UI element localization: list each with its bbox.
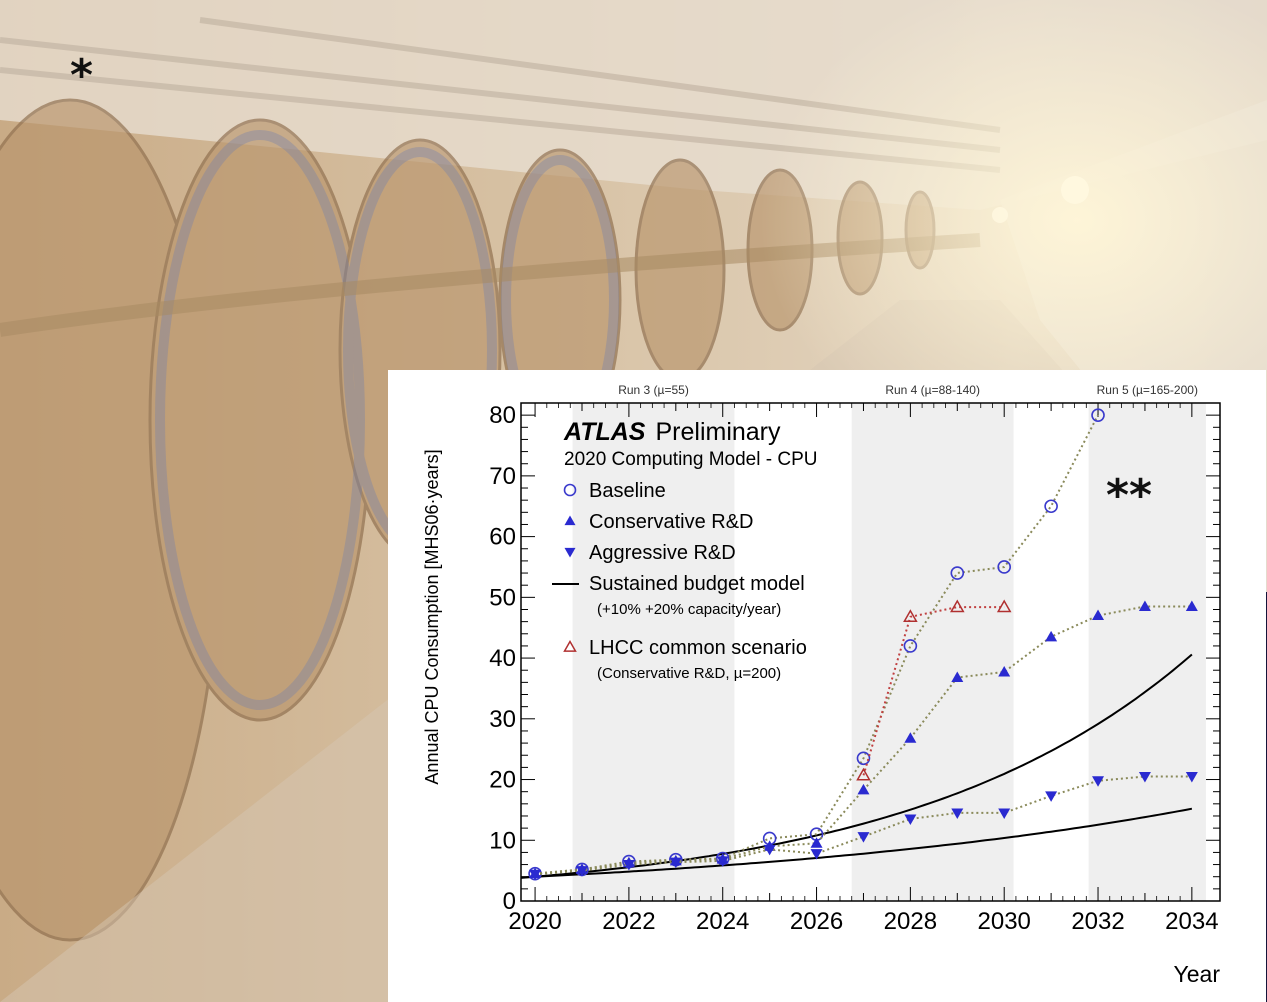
y-tick-label: 70 [489, 463, 516, 490]
data-point [857, 783, 870, 795]
legend-swatch-lhcc-common-scenario [563, 639, 577, 652]
data-point [810, 849, 823, 860]
footnote-marker-left: * [70, 50, 94, 101]
x-tick-label: 2032 [1071, 908, 1124, 935]
data-point [1185, 600, 1198, 611]
chart-title: ATLAS Preliminary [563, 418, 781, 446]
data-point [997, 560, 1012, 574]
legend-label-conservative-r-d: Conservative R&D [589, 511, 754, 533]
data-point [998, 666, 1011, 677]
data-point [856, 751, 871, 766]
y-tick-label: 0 [503, 888, 516, 915]
legend: Baseline Conservative R&D Aggressive R&D Su… [552, 480, 807, 682]
data-point [904, 732, 917, 743]
plot-frame [520, 402, 1221, 902]
x-tick-label: 2034 [1165, 908, 1218, 935]
data-point [998, 808, 1011, 819]
data-point [950, 566, 965, 580]
x-tick-label: 2026 [790, 908, 843, 935]
footnote-marker-right: ** [1106, 470, 1153, 521]
axis-ticks [521, 402, 1220, 902]
series-lhcc-common-scenario [856, 599, 1012, 781]
tick-labels: 2020 2022 2024 2026 2028 2030 2032 203401020304… [489, 402, 1218, 935]
data-point [951, 671, 964, 683]
data-point [763, 844, 776, 856]
y-tick-label: 50 [489, 584, 516, 611]
data-point [903, 609, 918, 623]
data-point [857, 832, 870, 843]
data-point [1092, 776, 1105, 787]
x-tick-label: 2024 [696, 908, 749, 935]
cpu-consumption-chart: Run 3 (µ=55) Run 4 (µ=88-140) Run 5 (µ=165… [422, 383, 1221, 987]
data-point [1138, 600, 1151, 611]
run-period-labels: Run 3 (µ=55) Run 4 (µ=88-140) Run 5 (µ=165… [618, 383, 1198, 397]
run-label-1: Run 3 (µ=55) [618, 383, 689, 397]
y-tick-label: 40 [489, 645, 516, 672]
budget-curve-1 [520, 807, 1193, 879]
data-point [1044, 499, 1058, 514]
legend-label-sustained-budget-model: Sustained budget model [589, 573, 805, 595]
series-line [862, 606, 1005, 776]
data-point [1092, 609, 1105, 621]
x-tick-label: 2030 [978, 908, 1031, 935]
data-point [1138, 772, 1151, 783]
run-band-3 [1088, 403, 1206, 901]
data-point [669, 857, 682, 869]
series-aggressive-r-d [529, 772, 1198, 881]
data-point [949, 599, 965, 613]
data-point [575, 866, 588, 877]
data-point [1091, 408, 1105, 422]
y-axis-label: Annual CPU Consumption [MHS06·years] [422, 449, 442, 784]
run-period-shading [572, 403, 1206, 901]
data-point [1045, 791, 1058, 802]
legend-note-lhcc-common-scenario: (Conservative R&D, µ=200) [597, 665, 781, 682]
run-band-1 [572, 403, 735, 901]
x-axis-label: Year [1174, 961, 1221, 987]
data-point [1185, 772, 1198, 783]
legend-note-sustained-budget-model: (+10% +20% capacity/year) [597, 601, 781, 618]
x-tick-label: 2028 [884, 908, 937, 935]
data-series [528, 408, 1198, 881]
data-point [996, 599, 1012, 613]
legend-swatch-conservative-r-d [564, 515, 576, 526]
plot-border [520, 402, 1221, 902]
legend-label-baseline: Baseline [589, 480, 666, 502]
x-tick-label: 2022 [602, 908, 655, 935]
legend-label-aggressive-r-d: Aggressive R&D [589, 542, 736, 564]
y-tick-label: 60 [489, 524, 516, 551]
data-point [1045, 630, 1058, 642]
legend-swatch-aggressive-r-d [564, 547, 576, 558]
chart-subtitle: 2020 Computing Model - CPU [564, 449, 817, 470]
cpu-chart-panel: Run 3 (µ=55) Run 4 (µ=88-140) Run 5 (µ=165… [388, 370, 1266, 1002]
y-tick-label: 10 [489, 827, 516, 854]
data-point [810, 837, 823, 848]
y-tick-label: 80 [489, 402, 516, 429]
series-line [535, 775, 1192, 876]
y-tick-label: 30 [489, 706, 516, 733]
run-label-3: Run 5 (µ=165-200) [1097, 383, 1198, 397]
data-point [622, 860, 635, 871]
data-point [951, 808, 964, 819]
data-point [904, 814, 917, 826]
data-point [856, 767, 871, 781]
data-point [716, 856, 729, 867]
run-band-2 [851, 403, 1014, 901]
series-line [535, 414, 1099, 875]
legend-swatch-baseline [563, 483, 577, 497]
run-label-2: Run 4 (µ=88-140) [885, 383, 980, 397]
legend-label-lhcc-common-scenario: LHCC common scenario [589, 637, 807, 659]
x-tick-label: 2020 [508, 908, 561, 935]
data-point [903, 639, 918, 653]
y-tick-label: 20 [489, 767, 516, 794]
data-point [529, 869, 542, 881]
